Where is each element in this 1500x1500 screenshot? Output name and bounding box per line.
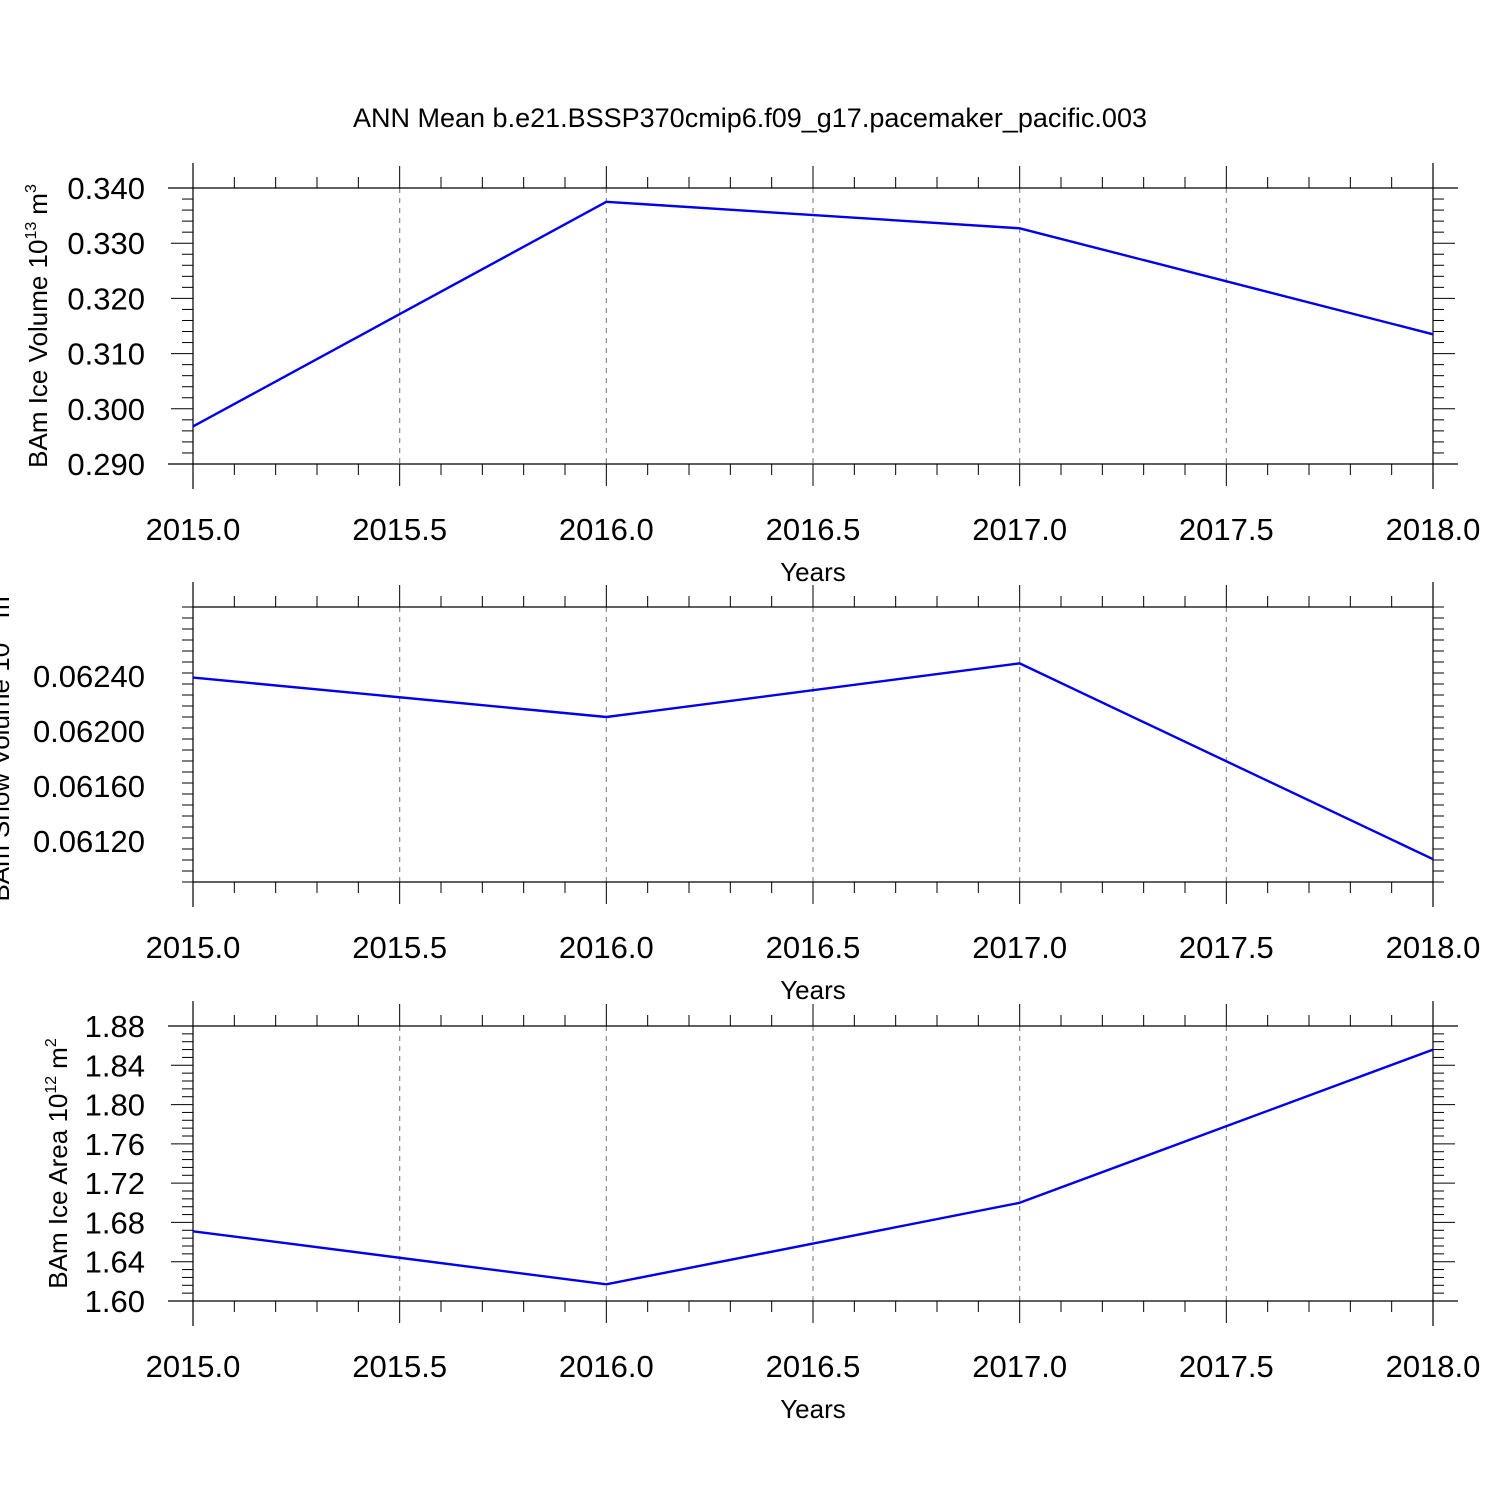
y-axis-title-part: BAm Ice Area 10 [43,1094,73,1289]
y-tick-label: 1.68 [85,1205,145,1240]
y-tick-label: 1.60 [85,1284,145,1319]
y-axis-title-superscript: 12 [43,1076,60,1094]
y-tick-label: 1.72 [85,1166,145,1201]
series-line [192,662,1434,861]
y-tick-label: 1.76 [85,1127,145,1162]
x-tick-label: 2015.5 [352,1349,447,1384]
x-axis-title: Years [780,975,846,1005]
x-tick-label: 2017.5 [1179,1349,1274,1384]
y-tick-label: 1.64 [85,1245,145,1280]
y-axis-title-part: m [23,193,53,215]
figure-title: ANN Mean b.e21.BSSP370cmip6.f09_g17.pace… [353,103,1147,133]
x-tick-label: 2017.0 [972,930,1067,965]
y-tick-label: 0.06160 [33,769,145,804]
x-axis-title: Years [780,557,846,587]
y-axis-title-part: BAm Ice Volume 10 [23,240,53,468]
x-tick-label: 2018.0 [1386,1349,1481,1384]
chart-panel-3: 2015.0 2015.5 2016.0 2016.5 2017.0 2017.5 2018… [43,1001,1481,1424]
y-axis-title-part: m [0,596,15,618]
y-axis-title-superscript: 13 [0,625,2,643]
y-tick-label: 0.06240 [33,659,145,694]
x-tick-label: 2016.5 [766,512,861,547]
x-tick-label: 2017.0 [972,512,1067,547]
y-axis-title-part: m [43,1047,73,1069]
x-tick-label: 2015.0 [146,930,241,965]
y-axis-title-part: BAm Snow Volume 10 [0,643,15,902]
y-tick-label: 0.320 [67,281,145,316]
series-line [192,200,1434,428]
y-tick-label: 0.340 [67,171,145,206]
y-axis-title-superscript: 3 [0,587,2,596]
x-tick-label: 2017.5 [1179,930,1274,965]
x-tick-label: 2015.0 [146,512,241,547]
y-tick-label: 1.80 [85,1088,145,1123]
x-tick-label: 2016.0 [559,512,654,547]
series-line [192,1048,1434,1286]
x-tick-label: 2016.5 [766,1349,861,1384]
y-tick-label: 0.06200 [33,714,145,749]
y-axis-title: BAm Ice Area 1012 m2 [43,1038,73,1289]
y-tick-label: 1.88 [85,1009,145,1044]
x-tick-label: 2015.5 [352,512,447,547]
x-tick-label: 2016.0 [559,930,654,965]
x-tick-label: 2018.0 [1386,512,1481,547]
x-tick-label: 2015.0 [146,1349,241,1384]
y-axis-title-superscript: 3 [23,184,40,193]
x-tick-label: 2015.5 [352,930,447,965]
x-tick-label: 2017.5 [1179,512,1274,547]
chart-panel-1: 2015.0 2015.5 2016.0 2016.5 2017.0 2017.5 2018… [23,163,1481,587]
x-tick-label: 2016.5 [766,930,861,965]
y-axis-title: BAm Ice Volume 1013 m3 [23,184,53,468]
x-tick-label: 2018.0 [1386,930,1481,965]
y-tick-label: 0.06120 [33,824,145,859]
panels: 2015.0 2015.5 2016.0 2016.5 2017.0 2017.5 2018… [0,163,1480,1424]
y-axis-title-superscript: 2 [43,1038,60,1047]
y-tick-label: 0.300 [67,392,145,427]
y-axis-title: BAm Snow Volume 1013 m3 [0,587,15,901]
y-axis-title-superscript: 13 [23,222,40,240]
x-tick-label: 2016.0 [559,1349,654,1384]
chart-panel-2: 2015.0 2015.5 2016.0 2016.5 2017.0 2017.5 2018… [0,582,1480,1005]
y-tick-label: 0.330 [67,226,145,261]
x-tick-label: 2017.0 [972,1349,1067,1384]
y-tick-label: 0.290 [67,447,145,482]
y-tick-label: 1.84 [85,1048,145,1083]
x-axis-title: Years [780,1394,846,1424]
y-tick-label: 0.310 [67,337,145,372]
